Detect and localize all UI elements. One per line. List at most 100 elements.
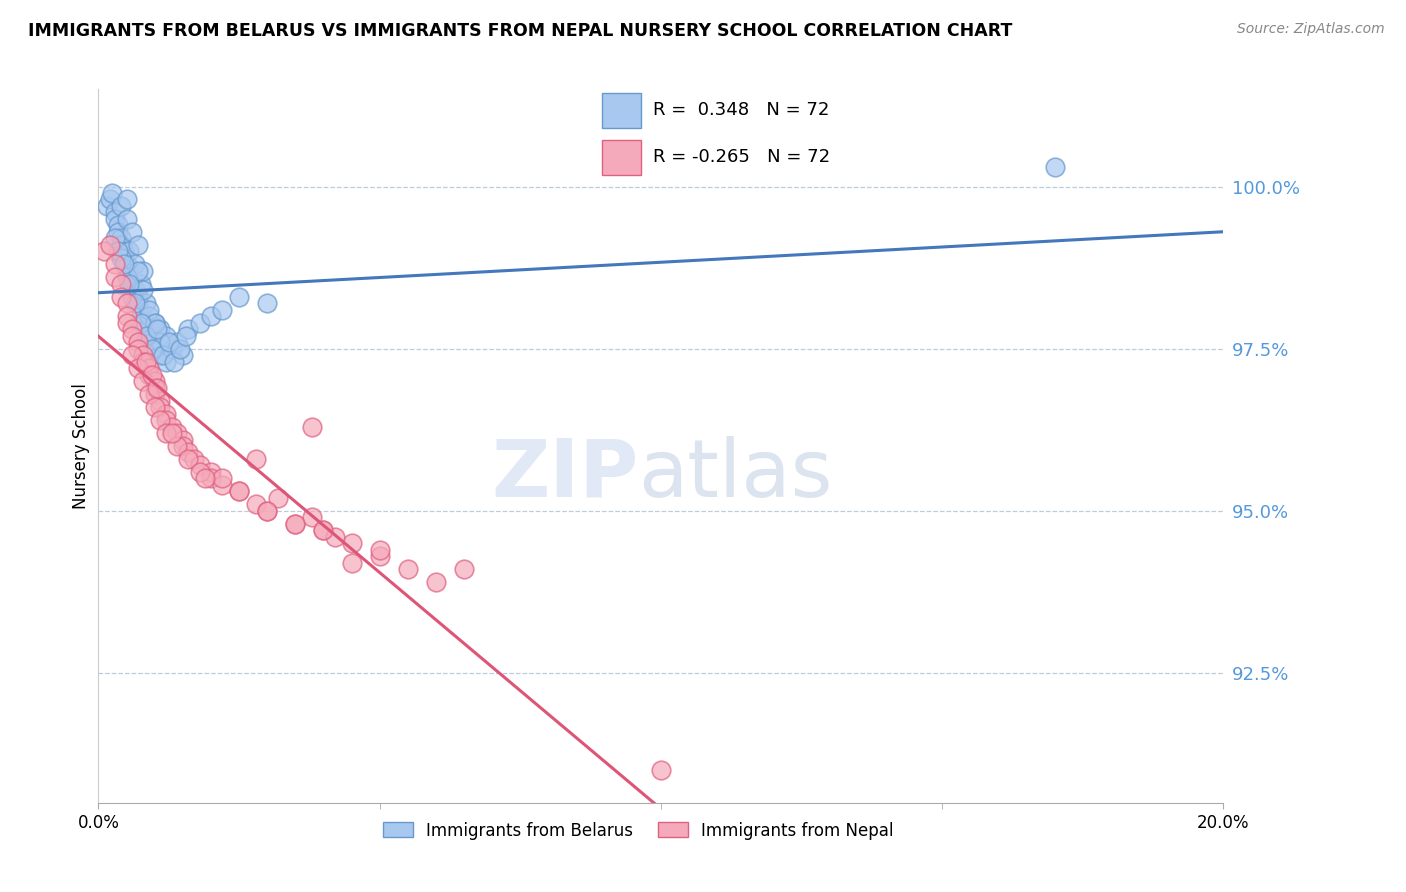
Point [121, 270, 143, 285]
Point [107, 244, 129, 259]
Point [188, 465, 211, 479]
Point [124, 257, 146, 271]
Point [194, 471, 217, 485]
Point [127, 290, 149, 304]
Point [98, 238, 121, 252]
Point [127, 296, 149, 310]
Legend: Immigrants from Belarus, Immigrants from Nepal: Immigrants from Belarus, Immigrants from… [374, 814, 903, 848]
Point [340, 536, 363, 550]
Point [121, 322, 143, 336]
Point [135, 322, 157, 336]
Point [93, 244, 115, 259]
Point [146, 381, 169, 395]
Point [312, 524, 335, 538]
Point [284, 516, 307, 531]
Point [121, 290, 143, 304]
Point [112, 257, 135, 271]
Point [256, 504, 278, 518]
Point [143, 387, 166, 401]
Point [132, 264, 155, 278]
Point [129, 277, 152, 291]
Point [152, 348, 174, 362]
Point [149, 400, 172, 414]
Point [104, 205, 127, 219]
Point [228, 484, 250, 499]
Point [138, 302, 160, 317]
Point [149, 348, 172, 362]
Point [121, 348, 143, 362]
Point [149, 393, 172, 408]
Point [127, 342, 149, 356]
Point [183, 452, 205, 467]
Text: atlas: atlas [638, 435, 832, 514]
Point [160, 425, 183, 440]
Point [135, 354, 157, 368]
Point [396, 562, 419, 576]
Point [127, 264, 149, 278]
Point [453, 562, 475, 576]
Bar [602, 140, 641, 175]
Point [110, 238, 132, 252]
Point [160, 419, 183, 434]
Point [301, 419, 323, 434]
Point [104, 231, 127, 245]
Point [127, 335, 149, 350]
Point [141, 342, 163, 356]
Point [132, 374, 155, 388]
Point [138, 387, 160, 401]
Point [101, 186, 124, 200]
Point [155, 328, 177, 343]
Point [104, 270, 127, 285]
Point [323, 530, 346, 544]
Point [118, 244, 141, 259]
Point [143, 316, 166, 330]
Point [143, 374, 166, 388]
Point [166, 425, 188, 440]
Point [256, 504, 278, 518]
Point [146, 322, 169, 336]
Text: R =  0.348   N = 72: R = 0.348 N = 72 [652, 102, 830, 120]
Point [129, 310, 152, 324]
Point [149, 413, 172, 427]
Point [155, 407, 177, 421]
Point [169, 342, 191, 356]
Point [110, 199, 132, 213]
Point [245, 452, 267, 467]
Point [177, 452, 200, 467]
Point [135, 296, 157, 310]
Point [115, 296, 138, 310]
Point [115, 193, 138, 207]
Point [267, 491, 290, 505]
Point [104, 211, 127, 226]
Point [138, 361, 160, 376]
Point [112, 251, 135, 265]
Point [96, 199, 118, 213]
Point [127, 361, 149, 376]
Point [112, 244, 135, 259]
Point [132, 354, 155, 368]
Text: IMMIGRANTS FROM BELARUS VS IMMIGRANTS FROM NEPAL NURSERY SCHOOL CORRELATION CHAR: IMMIGRANTS FROM BELARUS VS IMMIGRANTS FR… [28, 22, 1012, 40]
Point [118, 264, 141, 278]
Point [155, 354, 177, 368]
Point [166, 439, 188, 453]
Point [211, 478, 233, 492]
Point [284, 516, 307, 531]
Point [143, 316, 166, 330]
Y-axis label: Nursery School: Nursery School [72, 383, 90, 509]
Point [188, 458, 211, 473]
Point [115, 257, 138, 271]
Point [115, 211, 138, 226]
Text: Source: ZipAtlas.com: Source: ZipAtlas.com [1237, 22, 1385, 37]
Point [177, 445, 200, 459]
Point [188, 316, 211, 330]
Point [110, 231, 132, 245]
Point [256, 296, 278, 310]
Point [228, 290, 250, 304]
Point [138, 328, 160, 343]
Point [107, 219, 129, 233]
Point [121, 277, 143, 291]
Point [138, 310, 160, 324]
Point [200, 465, 222, 479]
Point [155, 413, 177, 427]
Point [141, 368, 163, 382]
